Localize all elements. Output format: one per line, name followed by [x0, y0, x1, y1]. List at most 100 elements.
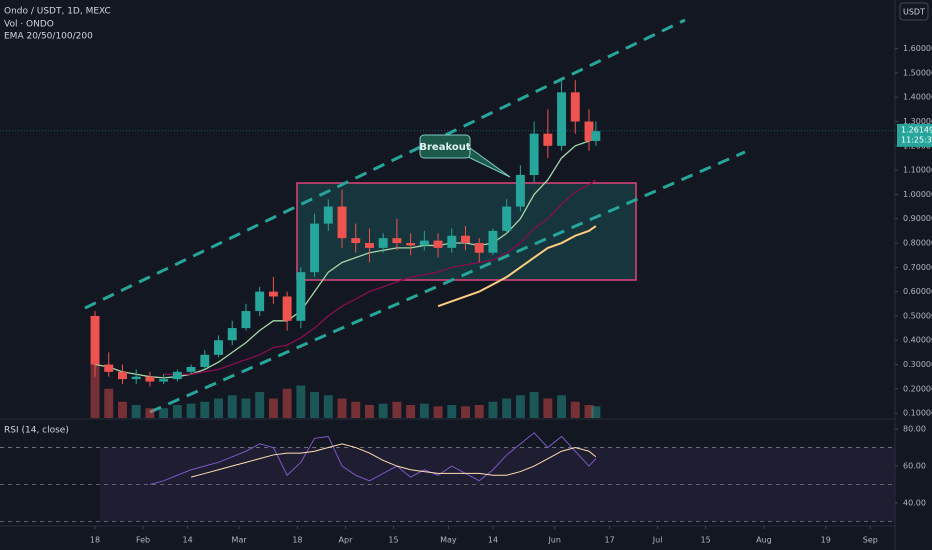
candle-body	[474, 243, 484, 253]
x-tick-label: Apr	[339, 536, 354, 545]
x-tick-label: 19	[821, 536, 831, 545]
candle-body	[351, 238, 361, 244]
candle-body	[488, 230, 498, 253]
volume-bar	[474, 405, 484, 418]
volume-bar	[419, 403, 429, 418]
candle-body	[447, 235, 457, 248]
volume-bar	[337, 398, 347, 418]
candle-body	[104, 364, 114, 372]
candle-body	[186, 366, 196, 372]
candle-body	[337, 206, 347, 239]
candle-body	[543, 133, 553, 146]
volume-bar	[378, 403, 388, 418]
candle-body	[172, 371, 182, 380]
volume-bar	[282, 388, 292, 418]
volume-bar	[145, 408, 155, 418]
candle-body	[557, 92, 567, 146]
range-box	[296, 182, 637, 281]
callout-text: Breakout	[419, 142, 470, 153]
volume-bar	[172, 405, 182, 418]
candle-body	[296, 272, 306, 321]
candle-body	[145, 376, 155, 382]
x-tick-label: 15	[388, 536, 398, 545]
x-tick-label: Sep	[863, 536, 878, 545]
volume-bar	[90, 356, 100, 418]
currency-button[interactable]	[899, 2, 929, 21]
candle-body	[241, 311, 251, 329]
volume-bar	[591, 406, 601, 418]
candle-body	[461, 235, 470, 244]
candle-body	[159, 379, 169, 382]
volume-bar	[557, 395, 567, 418]
indicator-legend: EMA 20/50/100/200	[4, 32, 93, 42]
rsi-legend: RSI (14, close)	[4, 426, 69, 436]
volume-bar	[227, 395, 237, 418]
rsi-tick-label: 80.00	[903, 425, 926, 434]
candle-body	[282, 296, 292, 321]
x-tick-label: Aug	[756, 536, 772, 545]
volume-bar	[447, 405, 457, 418]
x-tick-label: May	[440, 536, 457, 545]
volume-bar	[529, 392, 539, 418]
volume-bar	[461, 406, 470, 418]
volume-bar	[543, 398, 553, 418]
candle-body	[570, 92, 580, 122]
candle-body	[515, 174, 525, 207]
candle-body	[90, 315, 100, 365]
volume-bar	[433, 406, 443, 418]
rsi-pane	[0, 447, 896, 522]
breakout-callout: Breakout	[419, 134, 511, 178]
volume-bar	[406, 405, 416, 418]
x-tick-label: 17	[604, 536, 614, 545]
volume-bar	[488, 401, 498, 418]
channel-lower	[149, 150, 746, 414]
series-layer	[0, 77, 895, 485]
countdown-label: 11:25:32	[901, 135, 932, 144]
x-tick-label: Jun	[547, 536, 561, 545]
ema-line	[163, 179, 597, 375]
volume-bar	[584, 405, 594, 418]
x-tick-label: 14	[488, 536, 498, 545]
currency-label[interactable]: USDT	[903, 8, 925, 17]
candle-body	[131, 376, 141, 380]
candle-body	[364, 243, 374, 248]
candle-body	[268, 291, 278, 297]
volume-bar	[255, 392, 265, 418]
symbol-title: Ondo / USDT, 1D, MEXC	[4, 7, 111, 17]
candle-body	[392, 238, 402, 244]
volume-bar	[131, 405, 141, 418]
last-price-label: 1.26149	[901, 125, 932, 134]
volume-bar	[392, 401, 402, 418]
x-tick-label: 18	[292, 536, 302, 545]
volume-bar	[159, 408, 169, 418]
channel-upper	[84, 18, 686, 310]
candle-body	[255, 291, 265, 312]
candle-body	[419, 240, 429, 246]
volume-bar	[268, 398, 278, 418]
candle-body	[118, 371, 127, 380]
candle-body	[378, 238, 388, 248]
x-tick-label: 18	[90, 536, 100, 545]
rsi-tick-label: 60.00	[903, 462, 926, 471]
ema-line	[437, 225, 597, 308]
rsi-ma-line	[190, 443, 597, 478]
y-tick-label: 1.00000	[903, 190, 932, 199]
volume-bar	[364, 405, 374, 418]
rsi-line	[149, 432, 597, 485]
volume-bar	[570, 401, 580, 418]
candle-body	[591, 131, 601, 141]
volume-bar	[241, 398, 251, 418]
candle-body	[406, 243, 416, 246]
